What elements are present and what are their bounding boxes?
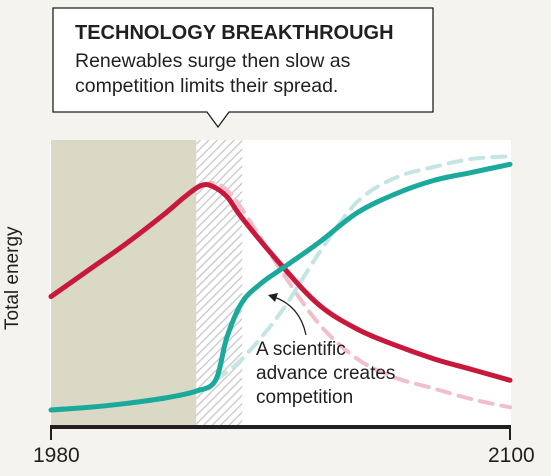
annotation-text: A scientific advance creates competition [256,338,395,410]
callout-title: TECHNOLOGY BREAKTHROUGH [75,22,394,44]
annotation-line-1: A scientific [256,339,346,360]
series-line-1 [48,182,513,383]
series-line-4 [213,154,512,383]
shaded-region-1 [51,140,197,426]
x-tick-label-1980: 1980 [33,444,80,467]
callout-body: Renewables surge then slow as competitio… [75,50,351,97]
annotation-arrow [273,296,307,336]
y-axis-label: Total energy [2,226,23,330]
annotation-line-3: competition [256,387,354,408]
series-line-3 [198,180,512,410]
callout-box [52,7,434,129]
x-tick-label-2100: 2100 [488,444,535,467]
annotation-line-2: advance creates [256,363,396,384]
annotation-arrowhead [268,293,278,302]
series-line-2 [48,161,513,413]
